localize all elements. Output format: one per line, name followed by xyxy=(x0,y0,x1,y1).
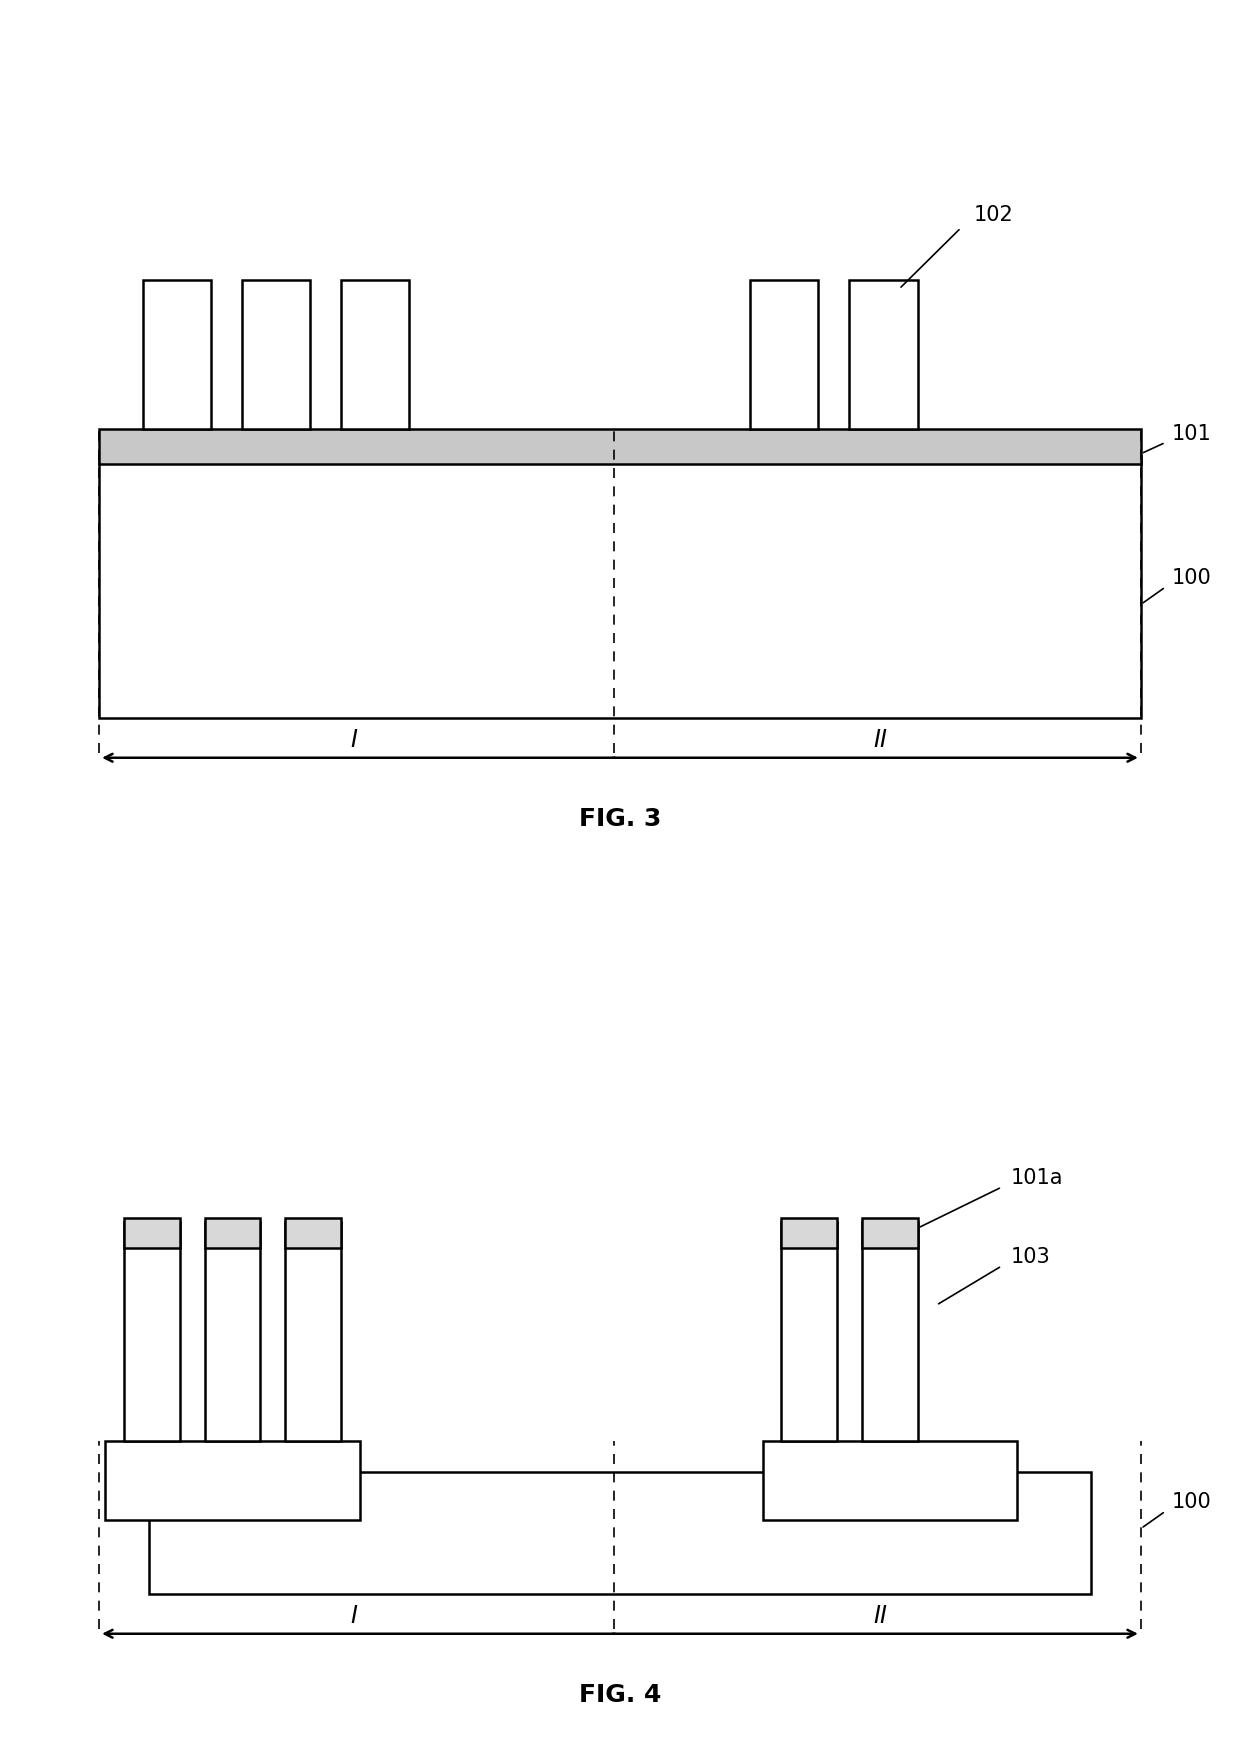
Text: FIG. 3: FIG. 3 xyxy=(579,808,661,830)
Bar xyxy=(849,280,918,429)
Bar xyxy=(285,1223,341,1440)
Text: FIG. 4: FIG. 4 xyxy=(579,1684,661,1706)
Bar xyxy=(124,1218,180,1247)
Bar xyxy=(862,1218,918,1247)
Bar xyxy=(124,1223,180,1440)
Text: 100: 100 xyxy=(1172,1493,1211,1512)
Text: 103: 103 xyxy=(1011,1247,1050,1267)
Text: I: I xyxy=(350,1605,357,1628)
Text: 100: 100 xyxy=(1172,568,1211,589)
Bar xyxy=(149,1472,1091,1594)
Text: 101a: 101a xyxy=(1011,1169,1063,1188)
Bar xyxy=(862,1223,918,1440)
Bar xyxy=(99,429,1141,464)
Bar xyxy=(99,456,1141,718)
Text: II: II xyxy=(873,729,888,752)
Bar xyxy=(242,280,310,429)
Bar xyxy=(763,1440,1017,1519)
Bar xyxy=(285,1218,341,1247)
Text: I: I xyxy=(350,729,357,752)
Bar xyxy=(341,280,409,429)
Text: II: II xyxy=(873,1605,888,1628)
Bar xyxy=(143,280,211,429)
Bar xyxy=(105,1440,360,1519)
Bar xyxy=(781,1223,837,1440)
Bar xyxy=(750,280,818,429)
Bar xyxy=(205,1218,260,1247)
Text: 102: 102 xyxy=(973,205,1013,224)
Text: 101: 101 xyxy=(1172,424,1211,443)
Bar xyxy=(205,1223,260,1440)
Bar xyxy=(781,1218,837,1247)
